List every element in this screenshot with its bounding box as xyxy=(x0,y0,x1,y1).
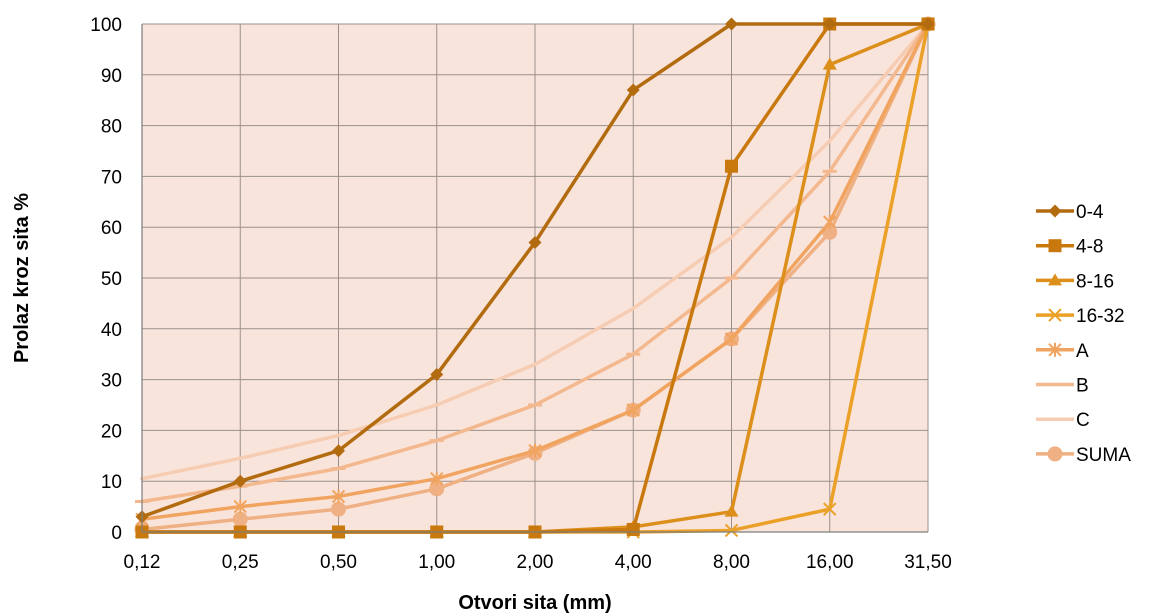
x-tick-label: 0,50 xyxy=(320,552,357,573)
legend-item-16-32: 16-32 xyxy=(1036,306,1125,327)
y-tick-label: 40 xyxy=(101,320,122,341)
y-tick-label: 90 xyxy=(101,66,122,87)
legend-item-4-8: 4-8 xyxy=(1036,237,1103,258)
data-point xyxy=(331,501,346,517)
data-point xyxy=(724,331,739,346)
y-tick-label: 100 xyxy=(90,15,122,36)
y-tick-label: 70 xyxy=(101,167,122,188)
data-point xyxy=(626,83,640,97)
data-point xyxy=(528,235,542,249)
marker-stroke xyxy=(823,502,837,516)
data-point xyxy=(725,159,738,173)
data-point xyxy=(233,474,247,488)
data-point xyxy=(725,17,738,31)
legend-marker xyxy=(1048,204,1062,218)
legend-item-c: C xyxy=(1036,410,1090,431)
data-point xyxy=(331,489,346,504)
y-tick-label: 30 xyxy=(101,371,122,392)
data-point xyxy=(626,522,640,536)
legend-label: 8-16 xyxy=(1076,271,1114,292)
data-point xyxy=(232,511,248,527)
legend-marker xyxy=(1047,446,1063,462)
data-point xyxy=(921,17,935,31)
y-tick-label: 0 xyxy=(111,523,122,544)
data-point xyxy=(528,443,542,458)
series-line xyxy=(140,22,930,481)
x-tick-label: 8,00 xyxy=(713,552,750,573)
marker-stroke xyxy=(724,523,739,538)
x-tick-label: 4,00 xyxy=(615,552,652,573)
legend-label: 16-32 xyxy=(1076,306,1125,327)
x-tick-label: 31,50 xyxy=(904,552,952,573)
data-point xyxy=(233,499,247,514)
data-point xyxy=(724,523,739,538)
legend-marker xyxy=(1048,342,1062,357)
x-tick-label: 2,00 xyxy=(517,552,554,573)
y-axis-title: Prolaz kroz sita % xyxy=(11,193,33,363)
x-tick-label: 0,12 xyxy=(124,552,161,573)
x-tick-label: 1,00 xyxy=(418,552,455,573)
legend-marker xyxy=(1048,273,1062,286)
y-tick-label: 10 xyxy=(101,472,122,493)
data-point xyxy=(823,17,837,31)
series-c xyxy=(140,22,930,481)
series-0-4 xyxy=(135,17,935,524)
legend-marker xyxy=(1048,308,1062,322)
legend-item-suma: SUMA xyxy=(1036,445,1131,466)
y-tick-label: 80 xyxy=(101,117,122,138)
data-point xyxy=(724,504,739,517)
y-tick-label: 50 xyxy=(101,269,122,290)
legend-label: A xyxy=(1076,341,1089,362)
data-point xyxy=(626,403,640,418)
data-point xyxy=(822,57,837,70)
legend-label: 0-4 xyxy=(1076,202,1104,223)
data-point xyxy=(430,471,444,486)
y-tick-label: 20 xyxy=(101,421,122,442)
legend-label: B xyxy=(1076,376,1089,397)
data-point xyxy=(823,215,837,230)
data-point xyxy=(332,444,345,458)
data-point xyxy=(430,368,444,382)
axes: 0 10 20 30 40 50 60 70 80 90 100 0,12 0,25 0,50 1,00 2,… xyxy=(90,15,951,573)
x-tick-label: 0,25 xyxy=(222,552,259,573)
data-point xyxy=(823,502,837,516)
legend-item-b: B xyxy=(1036,376,1089,397)
x-axis-title: Otvori sita (mm) xyxy=(458,592,611,614)
legend: 0-4 4-8 8-16 16-32 ABC SUMA xyxy=(1036,202,1131,466)
legend-label: SUMA xyxy=(1076,445,1131,466)
legend-label: 4-8 xyxy=(1076,237,1103,258)
legend-marker xyxy=(1048,239,1062,253)
legend-item-0-4: 0-4 xyxy=(1036,202,1104,223)
legend-item-8-16: 8-16 xyxy=(1036,271,1114,292)
legend-item-a: A xyxy=(1036,341,1089,362)
marker-stroke xyxy=(1048,308,1062,322)
y-tick-label: 60 xyxy=(101,218,122,239)
x-tick-label: 16,00 xyxy=(806,552,854,573)
data-point xyxy=(429,481,445,497)
legend-label: C xyxy=(1076,410,1090,431)
